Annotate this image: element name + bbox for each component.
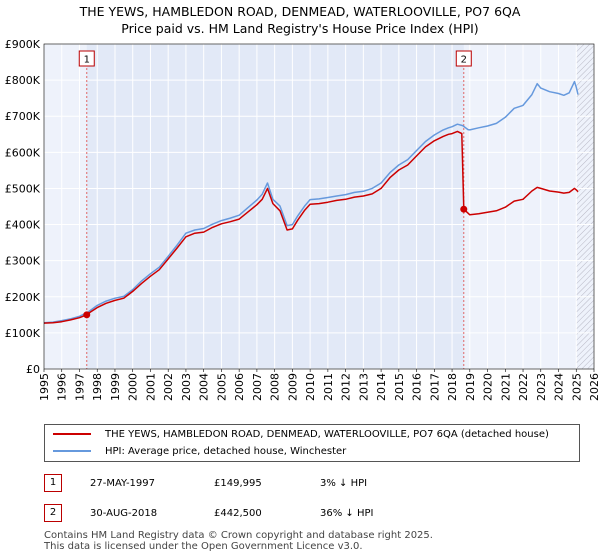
x-tick-label: 2021 bbox=[499, 373, 512, 401]
legend-label-property: THE YEWS, HAMBLEDON ROAD, DENMEAD, WATER… bbox=[105, 429, 549, 440]
sale-price: £442,500 bbox=[214, 508, 262, 519]
series-line-property bbox=[43, 130, 579, 324]
y-tick-label: £400K bbox=[5, 219, 41, 232]
sale-marker-box bbox=[455, 50, 472, 67]
legend-swatch-hpi bbox=[53, 450, 91, 452]
price-chart: £0 £100K £200K £300K £400K £500K £600K £700K £80… bbox=[5, 38, 600, 401]
footer-licence: This data is licensed under the Open Gov… bbox=[44, 540, 363, 552]
x-tick-label: 2018 bbox=[446, 373, 459, 401]
x-tick-label: 2019 bbox=[464, 373, 477, 401]
x-tick-label: 2006 bbox=[233, 373, 246, 401]
x-tick-label: 2011 bbox=[322, 373, 335, 401]
x-tick-label: 2015 bbox=[393, 373, 406, 401]
forecast-hatch bbox=[576, 44, 594, 369]
sale-date: 30-AUG-2018 bbox=[90, 508, 158, 519]
sale-marker-label: 1 bbox=[84, 55, 90, 66]
x-tick-label: 2003 bbox=[180, 373, 193, 401]
x-tick-label: 1996 bbox=[56, 373, 69, 401]
sale-marker-box bbox=[78, 50, 95, 67]
sale-hpi-diff: 3% ↓ HPI bbox=[320, 478, 368, 489]
sale-price: £149,995 bbox=[214, 478, 262, 489]
sale-marker-badge: 2 bbox=[44, 504, 62, 522]
sale-marker-label: 2 bbox=[461, 55, 467, 66]
x-tick-label: 2026 bbox=[588, 373, 600, 401]
legend-item-hpi: HPI: Average price, detached house, Winc… bbox=[53, 444, 346, 460]
x-tick-label: 2014 bbox=[375, 373, 388, 401]
legend-item-property: THE YEWS, HAMBLEDON ROAD, DENMEAD, WATER… bbox=[53, 427, 549, 443]
x-tick-label: 1995 bbox=[38, 373, 51, 401]
chart-title: THE YEWS, HAMBLEDON ROAD, DENMEAD, WATER… bbox=[79, 4, 521, 19]
x-tick-label: 2009 bbox=[286, 373, 299, 401]
sale-hpi-diff: 36% ↓ HPI bbox=[320, 508, 374, 519]
x-tick-label: 1998 bbox=[91, 373, 104, 401]
footer-copyright: Contains HM Land Registry data © Crown c… bbox=[44, 530, 433, 541]
x-tick-label: 2002 bbox=[162, 373, 175, 401]
legend-swatch-property bbox=[53, 433, 91, 435]
y-tick-label: £200K bbox=[5, 291, 41, 304]
sale-point bbox=[83, 311, 91, 319]
x-tick-label: 2016 bbox=[411, 373, 424, 401]
x-tick-label: 2008 bbox=[269, 373, 282, 401]
x-tick-label: 1997 bbox=[73, 373, 86, 401]
series-line-hpi bbox=[43, 80, 579, 324]
x-tick-label: 1999 bbox=[109, 373, 122, 401]
y-tick-label: £500K bbox=[5, 182, 41, 195]
sale-marker-badge: 1 bbox=[44, 474, 62, 492]
x-tick-label: 2010 bbox=[304, 373, 317, 401]
y-tick-label: £300K bbox=[5, 255, 41, 268]
y-tick-label: £700K bbox=[5, 110, 41, 123]
x-tick-label: 2004 bbox=[198, 373, 211, 401]
y-tick-label: £900K bbox=[5, 38, 41, 51]
x-tick-label: 2001 bbox=[144, 373, 157, 401]
sale-row: 1 27-MAY-1997 £149,995 3% ↓ HPI bbox=[44, 474, 584, 494]
sale-point bbox=[460, 205, 468, 213]
footer: Contains HM Land Registry data © Crown c… bbox=[44, 530, 433, 552]
y-tick-label: £800K bbox=[5, 74, 41, 87]
sale-date: 27-MAY-1997 bbox=[90, 478, 156, 489]
chart-subtitle: Price paid vs. HM Land Registry's House … bbox=[121, 21, 479, 36]
x-tick-label: 2020 bbox=[482, 373, 495, 401]
x-tick-label: 2007 bbox=[251, 373, 264, 401]
x-tick-label: 2013 bbox=[357, 373, 370, 401]
x-tick-label: 2025 bbox=[570, 373, 583, 401]
y-tick-label: £600K bbox=[5, 146, 41, 159]
x-tick-label: 2024 bbox=[553, 373, 566, 401]
x-tick-label: 2023 bbox=[535, 373, 548, 401]
legend-label-hpi: HPI: Average price, detached house, Winc… bbox=[105, 446, 347, 457]
x-tick-label: 2000 bbox=[127, 373, 140, 401]
axes-frame bbox=[43, 43, 595, 370]
y-tick-label: £100K bbox=[5, 327, 41, 340]
x-tick-label: 2012 bbox=[340, 373, 353, 401]
sale-row: 2 30-AUG-2018 £442,500 36% ↓ HPI bbox=[44, 504, 584, 524]
legend: THE YEWS, HAMBLEDON ROAD, DENMEAD, WATER… bbox=[44, 424, 580, 462]
x-tick-label: 2022 bbox=[517, 373, 530, 401]
x-tick-label: 2017 bbox=[428, 373, 441, 401]
y-tick-label: £0 bbox=[26, 363, 40, 376]
x-tick-label: 2005 bbox=[215, 373, 228, 401]
